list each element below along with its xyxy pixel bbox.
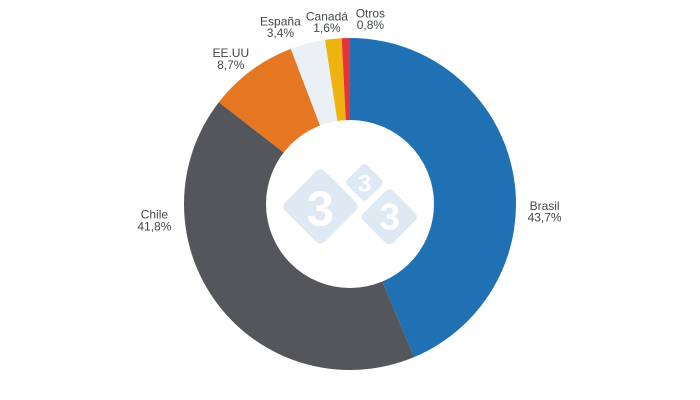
svg-text:8,7%: 8,7%: [217, 58, 245, 72]
svg-text:1,6%: 1,6%: [313, 21, 341, 35]
svg-text:3,4%: 3,4%: [267, 26, 295, 40]
svg-text:Brasil: Brasil: [530, 199, 560, 213]
svg-text:3: 3: [307, 182, 334, 236]
svg-text:Chile: Chile: [141, 208, 169, 222]
svg-text:Otros: Otros: [356, 7, 385, 21]
svg-text:0,8%: 0,8%: [357, 18, 385, 32]
svg-text:43,7%: 43,7%: [528, 211, 562, 225]
svg-text:3: 3: [358, 170, 372, 197]
svg-text:Canadá: Canadá: [306, 9, 348, 23]
svg-text:41,8%: 41,8%: [137, 219, 171, 233]
svg-text:3: 3: [380, 196, 401, 237]
svg-text:España: España: [260, 14, 301, 28]
svg-text:EE.UU: EE.UU: [212, 46, 249, 60]
